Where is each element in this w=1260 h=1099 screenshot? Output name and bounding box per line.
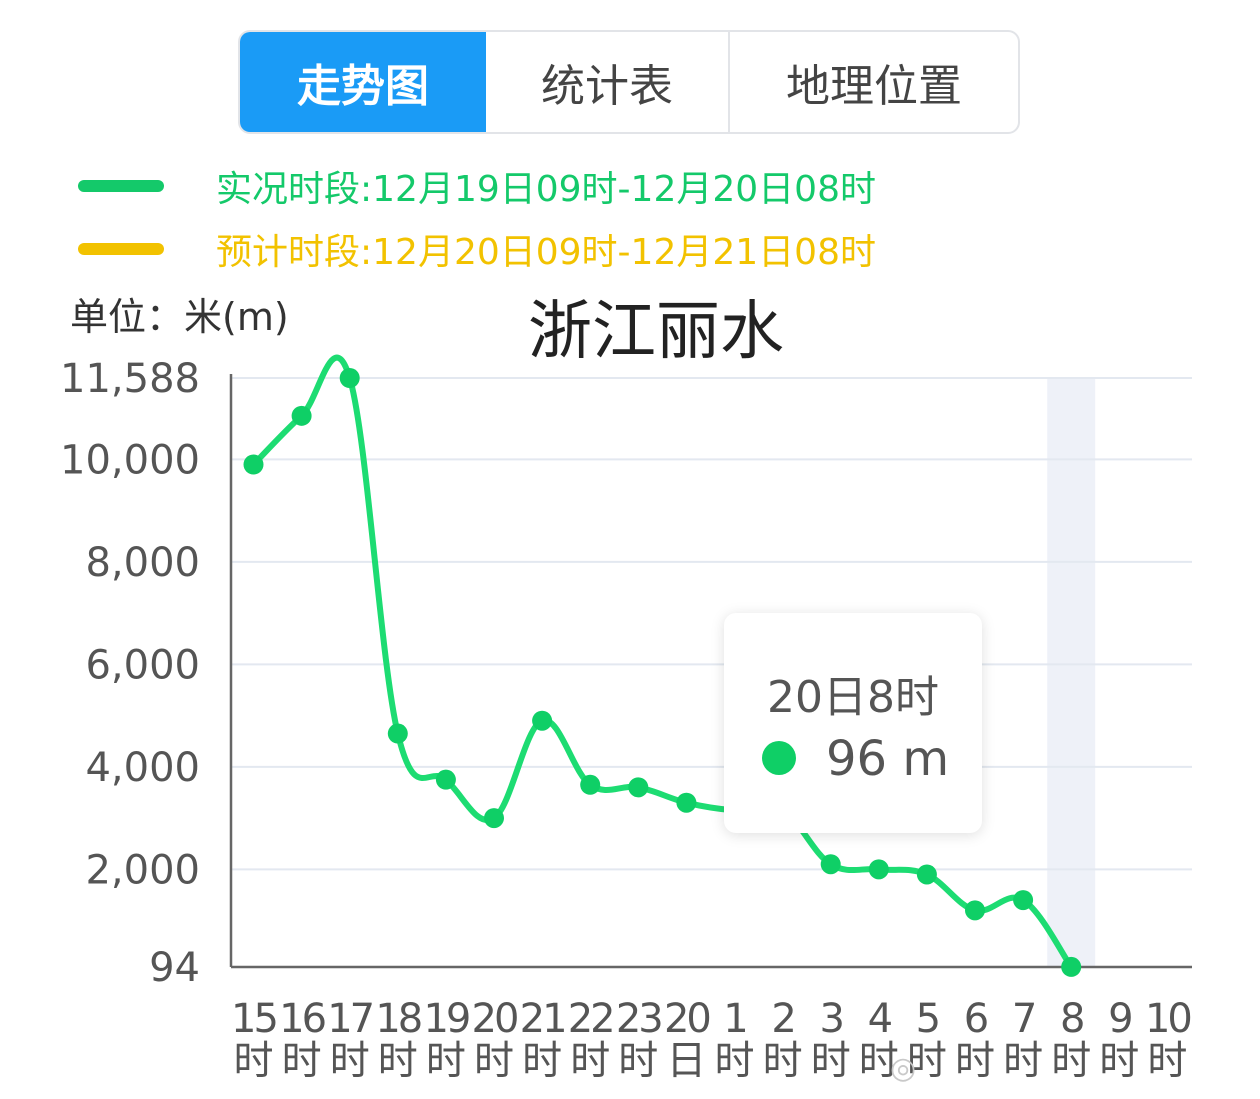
x-tick-label-suffix: 日 xyxy=(666,1038,706,1084)
x-tick-label-suffix: 时 xyxy=(859,1038,899,1084)
x-tick-label: 7 xyxy=(1012,996,1035,1042)
y-tick-label: 10,000 xyxy=(60,437,200,483)
tooltip-dot-icon xyxy=(762,741,796,775)
data-point xyxy=(868,859,889,880)
legend-forecast: 预计时段:12月20日09时-12月21日08时 xyxy=(78,224,876,274)
x-tick-label-suffix: 时 xyxy=(1147,1038,1187,1084)
x-tick-label-suffix: 时 xyxy=(570,1038,610,1084)
x-tick-label: 23 xyxy=(616,996,661,1042)
x-tick-label-suffix: 时 xyxy=(955,1038,995,1084)
x-tick-label-suffix: 时 xyxy=(426,1038,466,1084)
legend-forecast-text: 预计时段:12月20日09时-12月21日08时 xyxy=(216,232,876,273)
tab-statistics[interactable]: 统计表 xyxy=(486,32,730,132)
y-tick-label: 94 xyxy=(149,945,200,991)
data-point xyxy=(628,777,649,798)
x-tick-label: 17 xyxy=(327,996,372,1042)
tooltip-value: 96 m xyxy=(826,731,950,787)
highlight-band xyxy=(1047,378,1096,967)
x-tick-label: 2 xyxy=(771,996,793,1042)
tab-trend[interactable]: 走势图 xyxy=(240,32,486,132)
data-point xyxy=(435,769,456,790)
y-tick-label: 11,588 xyxy=(60,356,200,402)
x-tick-label-suffix: 时 xyxy=(1003,1038,1043,1084)
y-tick-label: 2,000 xyxy=(85,847,200,893)
x-tick-label-suffix: 时 xyxy=(763,1038,803,1084)
y-tick-label: 4,000 xyxy=(85,745,200,791)
data-point xyxy=(291,405,312,426)
x-tick-label: 20 xyxy=(472,996,517,1042)
x-tick-label: 6 xyxy=(964,996,987,1042)
x-tick-label: 20 xyxy=(664,996,709,1042)
watermark: ◎ xyxy=(890,1048,1250,1088)
x-tick-label-suffix: 时 xyxy=(907,1038,947,1084)
x-tick-label: 16 xyxy=(279,996,324,1042)
data-point xyxy=(580,774,601,795)
x-tick-label: 15 xyxy=(231,996,276,1042)
x-tick-label-suffix: 时 xyxy=(1051,1038,1091,1084)
x-tick-label-suffix: 时 xyxy=(282,1038,322,1084)
x-tick-label: 19 xyxy=(423,996,468,1042)
x-tick-label-suffix: 时 xyxy=(522,1038,562,1084)
data-point xyxy=(820,854,841,875)
weibo-logo-icon: ◎ xyxy=(890,1050,917,1086)
data-point xyxy=(676,792,697,813)
data-point xyxy=(484,808,504,829)
x-tick-label: 18 xyxy=(375,996,420,1042)
y-tick-label: 6,000 xyxy=(85,642,200,688)
data-point xyxy=(243,454,264,475)
unit-label: 单位：米(m) xyxy=(70,295,289,339)
legend-observed: 实况时段:12月19日09时-12月20日08时 xyxy=(78,161,876,211)
x-tick-label: 9 xyxy=(1108,996,1131,1042)
x-tick-label: 5 xyxy=(916,996,938,1042)
data-point xyxy=(965,900,985,921)
data-point xyxy=(532,710,553,731)
legend-observed-text: 实况时段:12月19日09时-12月20日08时 xyxy=(216,169,876,210)
x-tick-label-suffix: 时 xyxy=(1099,1038,1139,1084)
tab-location[interactable]: 地理位置 xyxy=(786,61,962,112)
y-tick-label: 8,000 xyxy=(85,540,200,586)
data-point xyxy=(916,864,937,885)
data-point xyxy=(1013,890,1034,911)
x-tick-label-suffix: 时 xyxy=(330,1038,370,1084)
tooltip-title: 20日8时 xyxy=(767,672,939,723)
x-tick-label-suffix: 时 xyxy=(234,1038,274,1084)
x-tick-label: 4 xyxy=(868,996,892,1042)
data-point xyxy=(1061,956,1082,977)
legend-observed-swatch xyxy=(78,180,164,192)
view-tabs: 走势图 统计表 地理位置 xyxy=(238,30,1020,134)
x-tick-label-suffix: 时 xyxy=(474,1038,514,1084)
data-point xyxy=(387,723,408,744)
x-tick-label: 21 xyxy=(520,996,565,1042)
x-tick-label-suffix: 时 xyxy=(811,1038,851,1084)
x-tick-label: 3 xyxy=(819,996,842,1042)
data-tooltip: 20日8时 96 m xyxy=(724,613,982,833)
x-tick-label: 22 xyxy=(568,996,613,1042)
x-tick-label: 1 xyxy=(723,996,745,1042)
chart-title: 浙江丽水 xyxy=(528,295,784,369)
x-tick-label-suffix: 时 xyxy=(715,1038,755,1084)
x-tick-label: 10 xyxy=(1145,996,1190,1042)
x-tick-label: 8 xyxy=(1060,996,1083,1042)
x-tick-label-suffix: 时 xyxy=(378,1038,418,1084)
legend-forecast-swatch xyxy=(78,243,164,255)
x-tick-label-suffix: 时 xyxy=(618,1038,658,1084)
data-point xyxy=(339,368,360,388)
